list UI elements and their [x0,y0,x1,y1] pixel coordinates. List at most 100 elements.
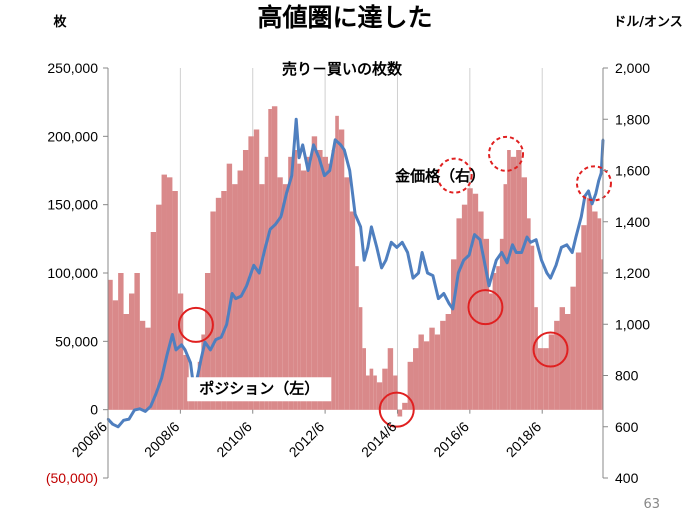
position-bar [413,348,419,410]
gold-price-point [348,169,351,172]
position-bar [472,193,479,410]
position-bar [277,177,283,410]
position-bar [300,170,307,410]
position-bar [259,184,265,410]
highlight-circle-dashed [436,157,473,194]
position-bar [575,252,582,410]
gold-price-point [258,271,261,275]
position-bar [369,368,374,410]
right-axis-unit: ドル/オンス [613,15,683,30]
gold-price-point [597,179,600,182]
right-tick-label: 600 [615,419,639,435]
gold-price-point [411,276,415,280]
gold-price-point [370,225,373,229]
gold-price-point [467,253,471,257]
gold-price-point [116,425,120,428]
gold-price-point [285,192,288,195]
position-bar [288,156,294,410]
gold-price-point [122,419,125,422]
position-bar [530,245,535,410]
gold-price-point [482,256,485,259]
position-bar [521,177,528,410]
gold-price-point [154,392,158,395]
position-bar [311,136,318,410]
position-bar [221,191,227,410]
position-bar [461,204,468,410]
right-tick-label: 1,000 [615,316,650,332]
gold-price-point [520,251,523,254]
position-bar [306,156,312,410]
position-bar [507,150,511,410]
position-bar [537,348,544,410]
gold-price-point [171,333,174,336]
gold-price-point [442,292,445,295]
right-tick-label: 800 [615,368,639,384]
gold-price-point [339,143,342,147]
gold-price-point [491,271,494,275]
position-bar [139,320,146,410]
gold-price-point [234,297,237,300]
position-bar [338,129,345,410]
left-tick-label: 100,000 [47,265,98,281]
gold-price-point [290,174,294,177]
gold-price-point [252,264,256,267]
gold-price-point [362,258,366,262]
gold-price-point [525,235,529,239]
position-bar [548,334,555,410]
gold-price-point [160,376,163,380]
gold-price-point [390,241,393,244]
gold-price-point [462,258,465,262]
position-bar [210,211,216,410]
position-bar [376,382,383,410]
gold-price-point [220,335,223,339]
position-bar [282,184,289,410]
position-bar [108,279,113,410]
position-bar [118,273,124,410]
gold-price-point [334,138,337,141]
right-tick-label: 2,000 [615,60,650,76]
position-bar [237,170,243,410]
annotation-background [187,377,332,402]
left-axis-ticks: 250,000 200,000 150,000 100,000 50,000 0 (50,0… [46,60,108,486]
gold-price-point [457,271,460,275]
gold-price-point [511,243,514,247]
gold-price-point [301,143,304,147]
position-bar [597,218,602,410]
gold-price-point [165,353,169,357]
position-bar [456,218,462,410]
position-bar [201,334,205,410]
gold-price-point [111,422,114,426]
position-bar [335,115,339,410]
position-bar [355,266,359,410]
gold-price-point [380,266,383,270]
gold-price-point [375,246,379,249]
gold-price-point [571,251,574,254]
position-bar [194,396,198,410]
gold-price-point [417,271,420,275]
right-tick-label: 1,200 [615,265,650,281]
gold-price-point [420,251,424,254]
position-bar [382,368,388,410]
position-bar [418,334,424,410]
left-tick-label: 200,000 [47,128,98,144]
right-axis-ticks: 2,000 1,800 1,600 1,400 1,200 1,000 800 600 400 [603,60,650,486]
gold-price-point [294,118,298,121]
highlight-circle [177,306,214,343]
gold-price-point [312,143,315,147]
gold-price-point [239,294,243,298]
position-bar [397,409,403,417]
gold-price-point [473,233,476,236]
position-bar [226,163,233,410]
gold-price-point [451,307,455,311]
gold-price-point [127,417,131,421]
x-tick-label: 2012/6 [286,418,328,460]
annotations: 金価格（右） ポジション（左） [187,167,485,402]
gold-price-point [196,374,199,377]
left-tick-label: 150,000 [47,197,98,213]
position-bar [134,273,140,410]
position-bar [150,232,157,410]
gold-price-point [545,271,549,275]
gold-price-point [317,156,321,159]
position-bar [402,402,408,410]
gold-price-point [487,284,491,288]
